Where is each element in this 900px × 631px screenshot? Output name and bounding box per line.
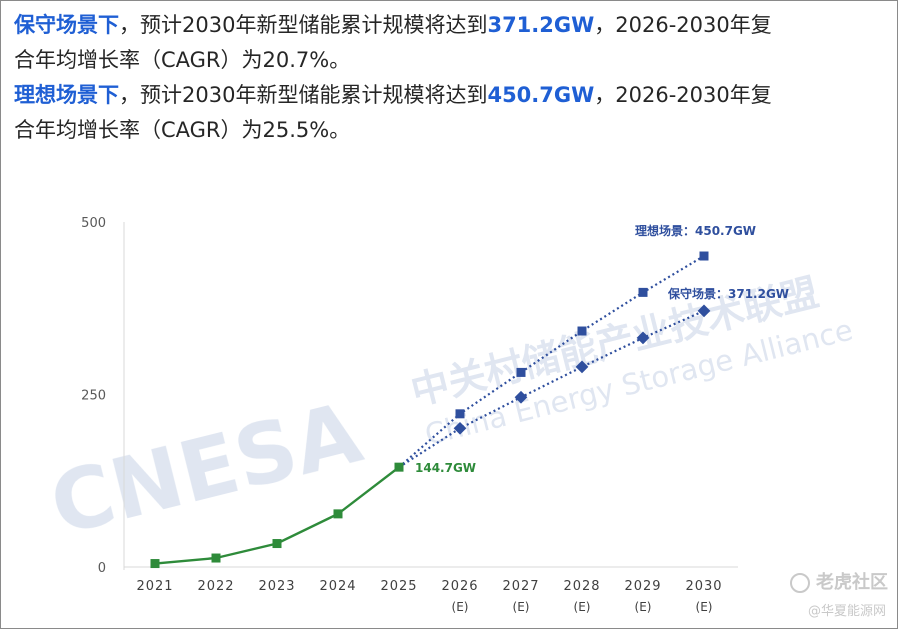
watermark-brand: CNESA	[41, 383, 370, 554]
data-point-square	[394, 462, 404, 472]
data-label-ideal-2030: 理想场景：450.7GW	[635, 223, 756, 238]
x-tick-label: 2026	[441, 579, 478, 594]
summary-line-ideal-cont: 合年均增长率（CAGR）为25.5%。	[14, 118, 351, 142]
x-tick-sublabel: (E)	[696, 600, 713, 614]
data-point-square	[272, 539, 282, 549]
data-point-square	[150, 559, 160, 569]
ideal-text-mid: ，预计2030年新型储能累计规模将达到	[119, 83, 488, 107]
x-axis-ticks: 2021 2022 2023 2024 2025 2026 (E) 2027 (E) 2028 (E…	[136, 579, 722, 614]
summary-line-ideal: 理想场景下，预计2030年新型储能累计规模将达到450.7GW，2026-203…	[14, 78, 894, 113]
data-label-2025: 144.7GW	[415, 461, 476, 475]
x-tick-label: 2027	[502, 579, 539, 594]
series-line-2	[398, 309, 705, 469]
x-tick-label: 2023	[258, 579, 295, 594]
y-tick-label: 250	[81, 389, 106, 404]
end-labels: 144.7GW 理想场景：450.7GW 保守场景：371.2GW	[415, 223, 789, 475]
data-label-conservative-2030: 保守场景：371.2GW	[667, 286, 789, 301]
x-tick-label: 2028	[563, 579, 600, 594]
data-point-square	[638, 287, 648, 297]
x-tick-label: 2030	[685, 579, 722, 594]
ideal-scenario-label: 理想场景下	[14, 83, 119, 107]
data-point-square	[455, 409, 465, 419]
data-point-square	[699, 251, 709, 261]
y-axis-ticks: 0 250 500	[81, 216, 106, 576]
series-markers	[150, 251, 711, 569]
series-line-1	[398, 255, 705, 469]
footer-brand: 老虎社区	[790, 568, 888, 594]
footer-brand-text: 老虎社区	[816, 572, 888, 593]
footer-source: @华夏能源网	[807, 604, 886, 619]
x-tick-sublabel: (E)	[635, 600, 652, 614]
x-tick-label: 2025	[380, 579, 417, 594]
data-point-diamond	[453, 421, 467, 435]
data-point-square	[211, 553, 221, 563]
ideal-text-tail: ，2026-2030年复	[594, 83, 772, 107]
brand-logo-icon	[790, 573, 810, 593]
x-tick-label: 2021	[136, 579, 173, 594]
ideal-value: 450.7GW	[487, 83, 595, 107]
x-tick-sublabel: (E)	[452, 600, 469, 614]
summary-line-conservative-cont: 合年均增长率（CAGR）为20.7%。	[14, 48, 351, 72]
x-tick-label: 2022	[197, 579, 234, 594]
x-tick-sublabel: (E)	[513, 600, 530, 614]
x-tick-sublabel: (E)	[574, 600, 591, 614]
conservative-text-mid: ，预计2030年新型储能累计规模将达到	[119, 13, 488, 37]
summary-line-conservative: 保守场景下，预计2030年新型储能累计规模将达到371.2GW，2026-203…	[14, 8, 894, 43]
data-point-square	[577, 326, 587, 336]
conservative-scenario-label: 保守场景下	[14, 13, 119, 37]
conservative-value: 371.2GW	[487, 13, 595, 37]
x-tick-label: 2024	[319, 579, 356, 594]
summary-text: 保守场景下，预计2030年新型储能累计规模将达到371.2GW，2026-203…	[14, 8, 894, 148]
x-tick-label: 2029	[624, 579, 661, 594]
conservative-text-tail: ，2026-2030年复	[594, 13, 772, 37]
cnesa-watermark: CNESA 中关村储能产业技术联盟 China Energy Storage A…	[41, 270, 856, 554]
data-point-square	[516, 367, 526, 377]
storage-capacity-chart: CNESA 中关村储能产业技术联盟 China Energy Storage A…	[41, 216, 856, 614]
y-tick-label: 500	[81, 216, 106, 231]
data-point-square	[333, 509, 343, 519]
y-tick-label: 0	[98, 561, 106, 576]
